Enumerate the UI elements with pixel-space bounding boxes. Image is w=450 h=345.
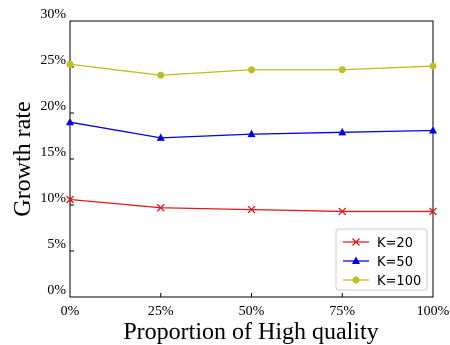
y-axis-label: Growth rate xyxy=(10,101,36,216)
series-K=50 xyxy=(66,117,437,141)
legend-marker xyxy=(352,256,360,264)
legend-marker xyxy=(352,276,360,284)
x-tick-label: 25% xyxy=(148,304,174,319)
y-tick-label: 25% xyxy=(40,53,66,68)
x-tick-label: 75% xyxy=(329,304,355,319)
legend-label: K=20 xyxy=(377,236,413,251)
legend-label: K=50 xyxy=(377,255,413,270)
x-axis-ticks: 0% 25% 50% 75% 100% xyxy=(61,293,450,319)
data-point xyxy=(66,117,74,126)
data-point xyxy=(429,207,437,216)
y-tick-label: 30% xyxy=(40,7,66,22)
y-tick-label: 0% xyxy=(47,283,66,298)
data-point xyxy=(156,133,165,141)
x-tick-label: 100% xyxy=(417,304,450,319)
x-axis-label: Proportion of High quality xyxy=(123,319,378,345)
data-point xyxy=(248,66,255,74)
data-point xyxy=(66,195,74,204)
legend: K=20 K=50 K=100 xyxy=(335,228,428,291)
y-tick-label: 15% xyxy=(40,145,66,160)
legend-marker xyxy=(352,238,360,246)
data-point xyxy=(338,127,347,136)
x-tick-label: 50% xyxy=(239,304,265,319)
series-K=20 xyxy=(66,195,437,216)
x-tick-label: 0% xyxy=(61,304,80,319)
series-K=100 xyxy=(66,60,437,79)
data-point xyxy=(429,62,437,70)
legend-label: K=100 xyxy=(377,274,421,289)
series-group xyxy=(66,60,437,216)
y-tick-label: 10% xyxy=(40,191,66,206)
y-tick-label: 20% xyxy=(40,99,66,114)
y-axis-ticks: 0% 5% 10% 15% 20% 25% 30% xyxy=(40,7,74,298)
data-point xyxy=(247,205,256,214)
y-tick-label: 5% xyxy=(47,237,66,252)
data-point xyxy=(429,125,437,134)
data-point xyxy=(156,203,165,212)
data-point xyxy=(157,71,165,79)
data-point xyxy=(66,60,74,68)
data-point xyxy=(338,66,346,74)
data-point xyxy=(247,129,256,138)
data-point xyxy=(338,207,347,216)
